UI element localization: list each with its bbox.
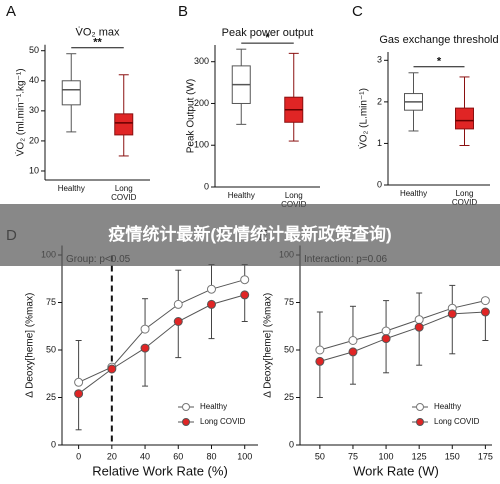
- category-label: Healthy: [399, 189, 428, 198]
- x-tick-label: Healthy: [57, 184, 85, 193]
- y-tick-label: 300: [194, 56, 209, 66]
- series-line: [78, 279, 245, 383]
- series-line: [78, 294, 245, 395]
- y-tick-label: 200: [194, 98, 209, 108]
- y-tick-label: 50: [29, 45, 39, 55]
- x-tick-label: Long COVID: [451, 189, 478, 207]
- legend-label: Long COVID: [434, 417, 480, 426]
- y-axis-label: Peak Output (W): [186, 79, 197, 153]
- data-point: [315, 345, 325, 355]
- data-point: [206, 299, 216, 309]
- category-label: Long COVID: [111, 184, 137, 202]
- y-axis-label: V̇O₂ (L.min⁻¹): [357, 88, 370, 149]
- y-tick-label: 50: [284, 344, 294, 354]
- banner-text: 疫情统计最新(疫情统计最新政策查询): [108, 225, 392, 244]
- y-tick-label: 1: [377, 138, 382, 148]
- x-tick-label: 150: [445, 451, 460, 461]
- x-axis-label: Relative Work Rate (%): [92, 463, 228, 478]
- y-tick-label: 25: [284, 392, 294, 402]
- y-tick-label: 0: [204, 181, 209, 191]
- data-point: [315, 356, 325, 366]
- x-tick-label: Healthy: [399, 189, 428, 198]
- y-tick-label: 100: [194, 140, 209, 150]
- chart-title: V̇O₂ max: [76, 26, 121, 39]
- chart-title: Gas exchange threshold: [379, 34, 498, 46]
- panel-letter: B: [178, 3, 188, 20]
- x-tick-label: Long COVID: [111, 184, 137, 202]
- significance: *: [265, 32, 270, 44]
- box: [61, 80, 81, 106]
- data-point: [206, 284, 216, 294]
- y-tick-label: 50: [46, 344, 56, 354]
- series-line: [319, 311, 486, 362]
- data-point: [348, 336, 358, 345]
- category-label: Long COVID: [451, 189, 478, 207]
- x-tick-label: 50: [315, 451, 325, 461]
- significance: *: [437, 56, 442, 68]
- x-tick-label: 60: [173, 451, 183, 461]
- data-point: [480, 296, 490, 306]
- data-point: [173, 299, 183, 309]
- legend-marker: [416, 418, 424, 426]
- x-tick-label: 40: [140, 451, 150, 461]
- y-tick-label: 25: [46, 392, 56, 402]
- legend-marker: [182, 403, 190, 411]
- panel-letter: C: [352, 3, 363, 20]
- series-line: [319, 300, 486, 351]
- y-tick-label: 40: [29, 75, 39, 85]
- data-point: [348, 347, 358, 357]
- x-axis-label: Work Rate (W): [353, 463, 439, 478]
- data-point: [480, 307, 490, 317]
- x-tick-label: 80: [206, 451, 216, 461]
- data-point: [381, 326, 391, 336]
- y-tick-label: 75: [46, 297, 56, 307]
- box: [455, 107, 474, 130]
- legend-label: Healthy: [434, 402, 461, 411]
- data-point: [240, 290, 250, 300]
- x-tick-label: 20: [107, 451, 117, 461]
- y-tick-label: 10: [29, 165, 39, 175]
- y-axis-label: V̇O₂ (ml.min⁻¹.kg⁻¹): [14, 68, 27, 156]
- x-tick-label: Healthy: [227, 191, 255, 200]
- banner: 疫情统计最新(疫情统计最新政策查询): [0, 204, 500, 266]
- category-label: Healthy: [227, 191, 255, 200]
- data-point: [107, 364, 117, 374]
- legend-label: Long COVID: [200, 417, 246, 426]
- data-point: [74, 389, 84, 399]
- x-tick-label: 100: [237, 451, 252, 461]
- box: [114, 113, 134, 136]
- data-point: [173, 317, 183, 326]
- legend-label: Healthy: [200, 402, 227, 411]
- chart-title: Peak power output: [222, 27, 314, 39]
- data-point: [447, 309, 457, 319]
- y-tick-label: 3: [377, 55, 382, 65]
- legend-marker: [182, 418, 190, 426]
- y-tick-label: 2: [377, 96, 382, 106]
- y-axis-label: Δ Deoxy[heme] (%max): [263, 293, 274, 398]
- panel-letter: A: [6, 3, 16, 20]
- data-point: [414, 322, 424, 332]
- x-tick-label: 0: [76, 451, 81, 461]
- data-point: [140, 324, 150, 334]
- y-tick-label: 0: [51, 439, 56, 449]
- y-tick-label: 30: [29, 105, 39, 115]
- y-tick-label: 20: [29, 135, 39, 145]
- significance: **: [93, 37, 102, 49]
- data-point: [140, 343, 150, 353]
- y-tick-label: 75: [284, 297, 294, 307]
- data-point: [381, 334, 391, 344]
- y-tick-label: 0: [377, 179, 382, 189]
- legend-marker: [416, 403, 424, 411]
- x-tick-label: 100: [379, 451, 394, 461]
- y-tick-label: 0: [289, 439, 294, 449]
- x-tick-label: 75: [348, 451, 358, 461]
- x-tick-label: 175: [478, 451, 493, 461]
- data-point: [240, 275, 250, 285]
- category-label: Healthy: [57, 184, 85, 193]
- x-tick-label: 125: [412, 451, 427, 461]
- data-point: [414, 315, 424, 325]
- y-axis-label: Δ Deoxy[heme] (%max): [25, 293, 36, 398]
- data-point: [74, 377, 84, 387]
